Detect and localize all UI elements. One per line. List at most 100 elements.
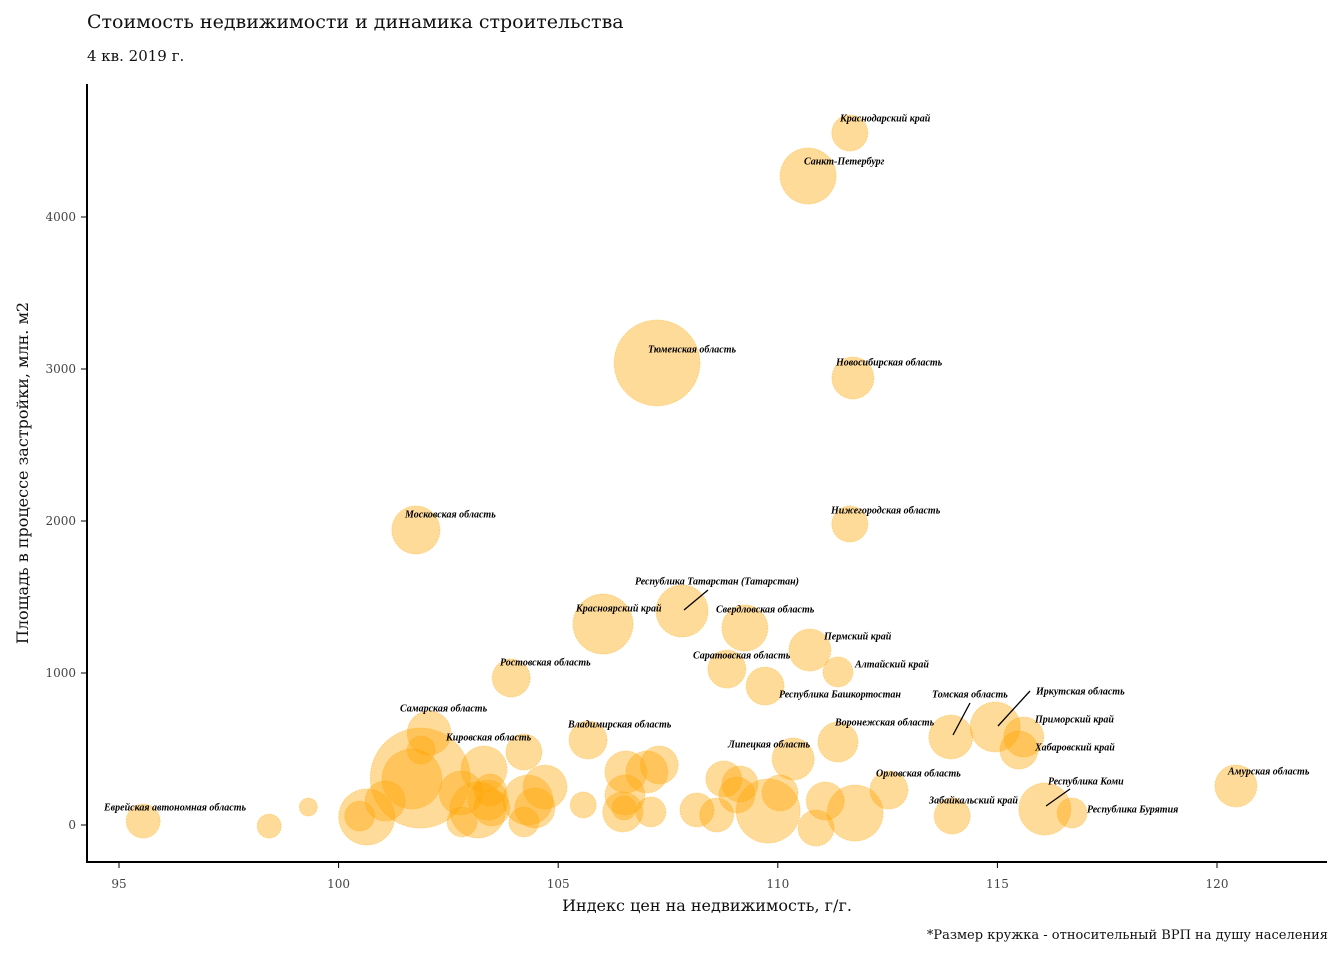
bubble: [298, 797, 318, 817]
y-tick-label: 3000: [45, 362, 76, 376]
leader-line: [683, 589, 709, 611]
bubble: [369, 727, 471, 829]
bubble: [805, 781, 845, 821]
point-label: Республика Башкортостан: [779, 690, 901, 701]
point-label: Московская область: [404, 510, 496, 521]
bubble: [788, 628, 832, 672]
point-label: Приморский край: [1034, 715, 1114, 726]
bubble: [438, 770, 484, 816]
bubble: [449, 781, 507, 839]
bubble: [491, 658, 531, 698]
y-axis-label: Площадь в процессе застройки, млн. м2: [13, 302, 32, 644]
point-label: Воронежская область: [834, 718, 935, 729]
x-tick-label: 95: [111, 877, 126, 891]
bubble: [611, 795, 637, 821]
bubble: [604, 774, 646, 816]
point-label: Республика Бурятия: [1087, 805, 1178, 816]
bubble: [705, 760, 743, 798]
bubble: [797, 809, 835, 847]
point-label: Томская область: [932, 690, 1008, 701]
bubble: [460, 745, 508, 793]
y-tick-label: 0: [68, 818, 76, 832]
bubble: [933, 797, 971, 835]
x-tick-label: 115: [986, 877, 1009, 891]
bubble: [826, 784, 884, 842]
bubble: [572, 593, 634, 655]
bubble: [446, 806, 478, 838]
point-label: Самарская область: [400, 704, 488, 715]
bubble: [602, 791, 644, 833]
leader-line: [997, 690, 1031, 727]
axis-ticks: 95 100 105 110 115 120 0 1000 2000 3000 4000: [45, 210, 1228, 891]
bubble: [999, 730, 1039, 770]
point-label: Новосибирская область: [835, 358, 943, 369]
bubble: [699, 797, 735, 833]
bubble: [406, 710, 452, 756]
bubble: [635, 796, 667, 828]
chart-subtitle: 4 кв. 2019 г.: [87, 47, 185, 65]
bubble: [508, 806, 540, 838]
point-label: Иркутская область: [1035, 687, 1125, 698]
bubble: [256, 813, 282, 839]
point-label: Владимирская область: [567, 720, 672, 731]
size-note: *Размер кружка - относительный ВРП на ду…: [926, 928, 1328, 943]
point-label: Нижегородская область: [830, 506, 941, 517]
bubble: [771, 737, 815, 781]
bubble: [473, 789, 511, 827]
bubble: [718, 776, 756, 814]
bubble: [406, 735, 436, 765]
point-label: Республика Коми: [1048, 777, 1124, 788]
bubble: [831, 114, 869, 152]
leader-line: [952, 702, 971, 736]
x-tick-label: 100: [327, 877, 350, 891]
x-axis-label: Индекс цен на недвижимость, г/г.: [562, 896, 852, 915]
point-label: Республика Татарстан (Татарстан): [635, 577, 799, 588]
bubble: [655, 584, 709, 638]
bubble: [381, 748, 443, 810]
y-tick-label: 1000: [45, 666, 76, 680]
bubble: [721, 765, 759, 803]
bubble: [613, 319, 701, 407]
chart-title: Стоимость недвижимости и динамика строит…: [87, 11, 624, 33]
bubble: [707, 649, 747, 689]
bubble: [831, 505, 869, 543]
bubble: [125, 803, 161, 839]
point-label: Алтайский край: [854, 660, 929, 671]
bubble: [522, 764, 568, 810]
point-label: Амурская область: [1227, 767, 1310, 778]
bubble: [1018, 782, 1072, 836]
bubble: [344, 800, 376, 832]
point-label: Ростовская область: [500, 658, 591, 669]
point-label: Пермский край: [823, 632, 892, 643]
bubble: [817, 721, 859, 763]
bubble: [679, 792, 715, 828]
point-label: Липецкая область: [727, 740, 811, 751]
point-label: Еврейская автономная область: [103, 803, 246, 814]
bubble: [604, 750, 648, 794]
bubble: [761, 774, 799, 812]
bubble: [735, 778, 801, 844]
point-label: Красноярский край: [575, 604, 662, 615]
bubble: [721, 604, 769, 652]
bubble: [779, 147, 837, 205]
bubble: [869, 770, 909, 810]
x-tick-label: 120: [1206, 877, 1229, 891]
bubble: [1056, 797, 1088, 829]
bubble: [502, 774, 554, 826]
bubble: [569, 791, 597, 819]
bubble: [568, 720, 608, 760]
point-label: Свердловская область: [716, 605, 815, 616]
point-label: Хабаровский край: [1034, 743, 1115, 754]
bubble: [391, 505, 441, 555]
bubble: [928, 714, 974, 760]
bubble: [505, 733, 543, 771]
point-label: Краснодарский край: [839, 114, 931, 125]
bubbles-layer: [125, 114, 1258, 847]
point-label: Санкт-Петербург: [804, 157, 885, 168]
bubble: [831, 356, 875, 400]
x-tick-label: 105: [547, 877, 570, 891]
bubble: [473, 773, 507, 807]
point-label: Забайкальский край: [928, 796, 1018, 807]
bubble: [745, 666, 785, 706]
